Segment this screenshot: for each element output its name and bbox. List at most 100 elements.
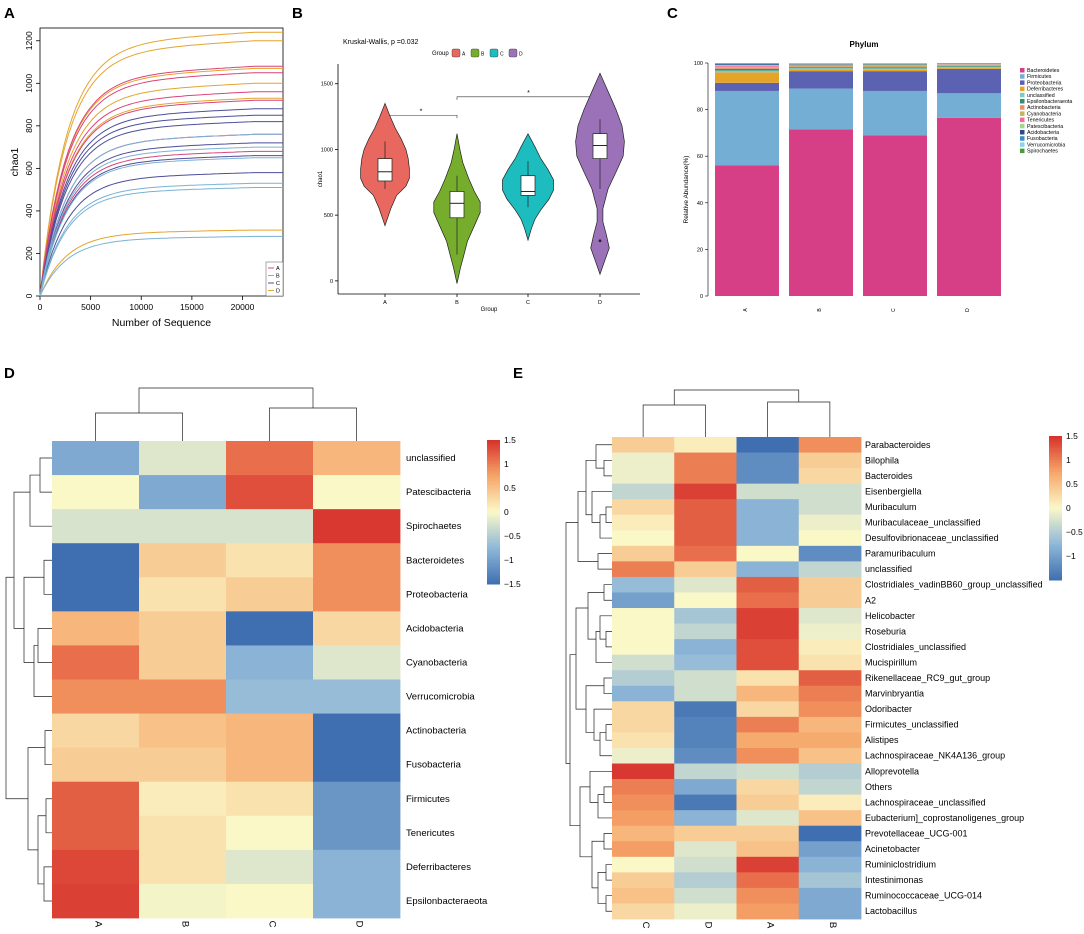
legend-label-d: D <box>276 289 280 295</box>
rarefaction-curve-b <box>40 183 283 296</box>
x-tick-label: 20000 <box>231 302 255 312</box>
heat-cell-unclassified-b <box>799 561 862 577</box>
heat-cell-ruminiclostridium-a <box>737 857 800 873</box>
heat-cell-lachnospiraceae-nk4a136-group-c <box>612 748 675 764</box>
row-label-a2: A2 <box>865 595 876 605</box>
heat-cell-lachnospiraceae-nk4a136-group-d <box>674 748 737 764</box>
heat-cell-fusobacteria-b <box>139 748 226 782</box>
heat-cell-acidobacteria-b <box>139 611 226 645</box>
heat-cell-intestinimonas-d <box>674 872 737 888</box>
bar-bacteroidetes-c <box>863 135 927 296</box>
y-tick-label: 40 <box>697 201 703 207</box>
bar-proteobacteria-c <box>863 71 927 91</box>
y-axis-label: chao1 <box>318 170 324 187</box>
bar-acidobacteria-a <box>715 64 779 65</box>
legend-swatch-actinobacteria <box>1020 105 1025 110</box>
heat-cell-unclassified-a <box>52 441 139 475</box>
row-dendrogram <box>606 631 612 647</box>
heat-cell-actinobacteria-a <box>52 714 139 748</box>
legend-label-actinobacteria: Actinobacteria <box>1027 105 1061 111</box>
heat-cell-eisenbergiella-d <box>674 484 737 500</box>
heat-cell-bacteroidetes-c <box>226 543 313 577</box>
box-b <box>450 191 464 217</box>
row-dendrogram <box>38 628 52 662</box>
legend-label-tenericutes: Tenericutes <box>1027 118 1054 124</box>
heat-cell-marvinbryantia-a <box>737 686 800 702</box>
panel-label-c: C <box>667 5 678 22</box>
row-label-roseburia: Roseburia <box>865 626 906 636</box>
x-tick-label: 5000 <box>81 302 100 312</box>
heat-cell-clostridiales-vadinbb60-group-unclassified-c <box>612 577 675 593</box>
column-dendrogram <box>643 405 705 437</box>
row-label-acidobacteria: Acidobacteria <box>406 623 464 634</box>
heat-cell-helicobacter-b <box>799 608 862 624</box>
panel-e-heatmap: ParabacteroidesBilophilaBacteroidesEisen… <box>566 390 1083 929</box>
heat-cell-firmicutes-unclassified-c <box>612 717 675 733</box>
row-dendrogram <box>604 678 612 694</box>
significance-bracket <box>385 115 457 118</box>
bar-proteobacteria-b <box>789 71 853 88</box>
rarefaction-curve-b <box>40 158 283 296</box>
heat-cell-lachnospiraceae-unclassified-d <box>674 795 737 811</box>
heat-cell-proteobacteria-a <box>52 577 139 611</box>
legend-label-d: D <box>519 52 523 58</box>
heat-cell-odoribacter-d <box>674 701 737 717</box>
row-label-verrucomicrobia: Verrucomicrobia <box>406 692 475 703</box>
heat-cell-firmicutes-c <box>226 782 313 816</box>
row-dendrogram <box>40 458 52 492</box>
legend-label-b: B <box>276 274 280 280</box>
legend-label-fusobacteria: Fusobacteria <box>1027 136 1058 142</box>
bar-deferribacteres-b <box>789 69 853 71</box>
row-label-muribaculum: Muribaculum <box>865 502 917 512</box>
heat-cell-clostridiales-unclassified-c <box>612 639 675 655</box>
heat-cell-others-a <box>737 779 800 795</box>
heat-cell-verrucomicrobia-b <box>139 680 226 714</box>
heat-cell-acinetobacter-c <box>612 841 675 857</box>
heat-cell-acidobacteria-a <box>52 611 139 645</box>
legend-swatch-verrucomicrobia <box>1020 142 1025 147</box>
heat-cell-firmicutes-b <box>139 782 226 816</box>
row-dendrogram <box>604 787 612 803</box>
y-axis-label: Relative Abundance(%) <box>683 156 690 224</box>
x-axis-label: Group <box>481 307 498 313</box>
y-tick-label: 1000 <box>321 147 333 153</box>
heat-cell-helicobacter-a <box>737 608 800 624</box>
row-dendrogram <box>604 833 612 849</box>
legend-label-c: C <box>500 52 504 58</box>
heat-cell-helicobacter-d <box>674 608 737 624</box>
row-label-rikenellaceae-rc9-gut-group: Rikenellaceae_RC9_gut_group <box>865 673 990 683</box>
heat-cell-lachnospiraceae-unclassified-b <box>799 795 862 811</box>
column-dendrogram <box>674 390 799 405</box>
y-tick-label: 0 <box>330 279 333 285</box>
legend-swatch-fusobacteria <box>1020 136 1025 141</box>
bar-epsilonbacteraeota-a <box>715 69 779 71</box>
bar-cyanobacteria-a <box>715 67 779 68</box>
row-label-bacteroidetes: Bacteroidetes <box>406 555 464 566</box>
heat-cell-tenericutes-b <box>139 816 226 850</box>
significance-label: * <box>527 90 530 97</box>
heat-cell-eubacterium-coprostanoligenes-group-c <box>612 810 675 826</box>
row-dendrogram <box>14 492 30 628</box>
legend-swatch-spirochaetes <box>1020 149 1025 154</box>
y-tick-label: 0 <box>24 293 34 298</box>
y-tick-label: 100 <box>694 61 703 67</box>
bar-tenericutes-a <box>715 66 779 67</box>
rarefaction-curve-a <box>40 92 283 296</box>
colorbar-label: −0.5 <box>1066 527 1083 537</box>
heat-cell-lactobacillus-a <box>737 903 800 919</box>
column-dendrogram <box>96 413 183 441</box>
heat-cell-roseburia-a <box>737 624 800 640</box>
colorbar-label: 0 <box>1066 503 1071 513</box>
y-tick-label: 1500 <box>321 82 333 88</box>
legend-swatch-bacteroidetes <box>1020 68 1025 73</box>
heat-cell-patescibacteria-b <box>139 475 226 509</box>
colorbar-label: 1 <box>504 459 509 469</box>
legend-swatch-d <box>509 49 517 57</box>
heat-cell-lactobacillus-c <box>612 903 675 919</box>
y-tick-label: 20 <box>697 247 703 253</box>
y-tick-label: 1000 <box>24 74 34 93</box>
bar-epsilonbacteraeota-c <box>863 67 927 68</box>
row-dendrogram <box>604 460 612 476</box>
row-label-proteobacteria: Proteobacteria <box>406 589 469 600</box>
x-tick-label-c: C <box>891 308 897 312</box>
